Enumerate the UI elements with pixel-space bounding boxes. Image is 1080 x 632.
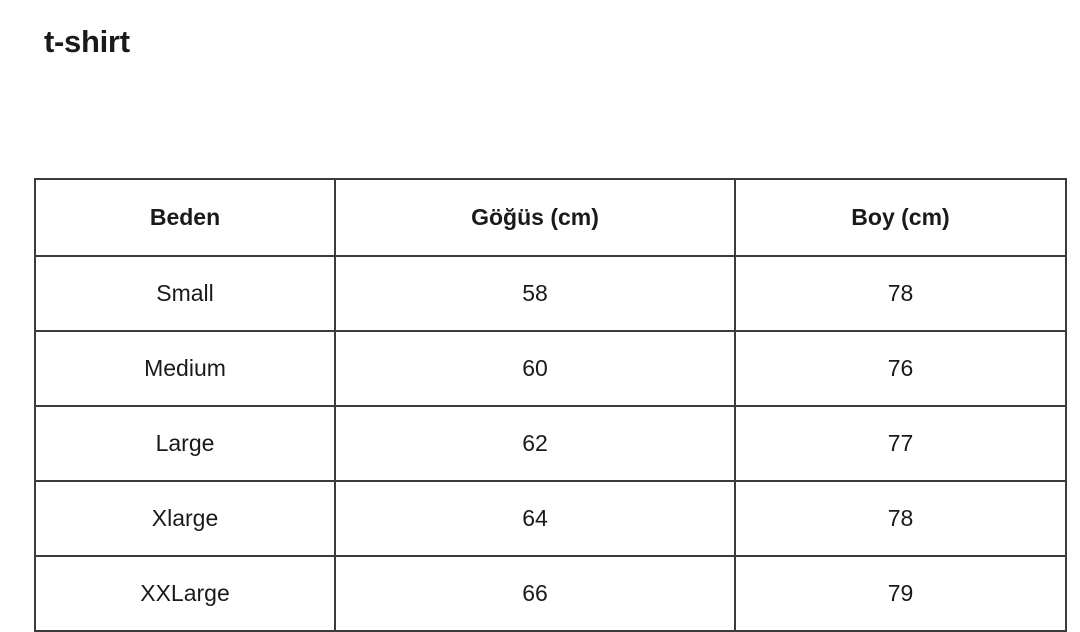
cell-beden: Medium — [34, 330, 336, 407]
table-row: Xlarge 64 78 — [34, 480, 1067, 557]
cell-boy: 78 — [734, 255, 1067, 332]
cell-boy: 76 — [734, 330, 1067, 407]
size-chart-table: Beden Göğüs (cm) Boy (cm) Small 58 78 Me… — [34, 178, 1067, 632]
cell-beden: XXLarge — [34, 555, 336, 632]
cell-boy: 79 — [734, 555, 1067, 632]
cell-beden: Large — [34, 405, 336, 482]
cell-gogus: 62 — [334, 405, 736, 482]
table-row: XXLarge 66 79 — [34, 555, 1067, 632]
column-header-boy: Boy (cm) — [734, 178, 1067, 257]
column-header-gogus: Göğüs (cm) — [334, 178, 736, 257]
cell-gogus: 64 — [334, 480, 736, 557]
table-body: Small 58 78 Medium 60 76 Large 62 77 Xla… — [34, 255, 1067, 632]
size-table-container: Beden Göğüs (cm) Boy (cm) Small 58 78 Me… — [34, 178, 1067, 632]
cell-gogus: 66 — [334, 555, 736, 632]
page-title: t-shirt — [44, 24, 130, 59]
table-header-row: Beden Göğüs (cm) Boy (cm) — [34, 178, 1067, 257]
table-row: Large 62 77 — [34, 405, 1067, 482]
cell-gogus: 60 — [334, 330, 736, 407]
cell-boy: 78 — [734, 480, 1067, 557]
cell-gogus: 58 — [334, 255, 736, 332]
cell-beden: Small — [34, 255, 336, 332]
column-header-beden: Beden — [34, 178, 336, 257]
table-row: Small 58 78 — [34, 255, 1067, 332]
table-row: Medium 60 76 — [34, 330, 1067, 407]
table-header: Beden Göğüs (cm) Boy (cm) — [34, 178, 1067, 257]
cell-beden: Xlarge — [34, 480, 336, 557]
cell-boy: 77 — [734, 405, 1067, 482]
